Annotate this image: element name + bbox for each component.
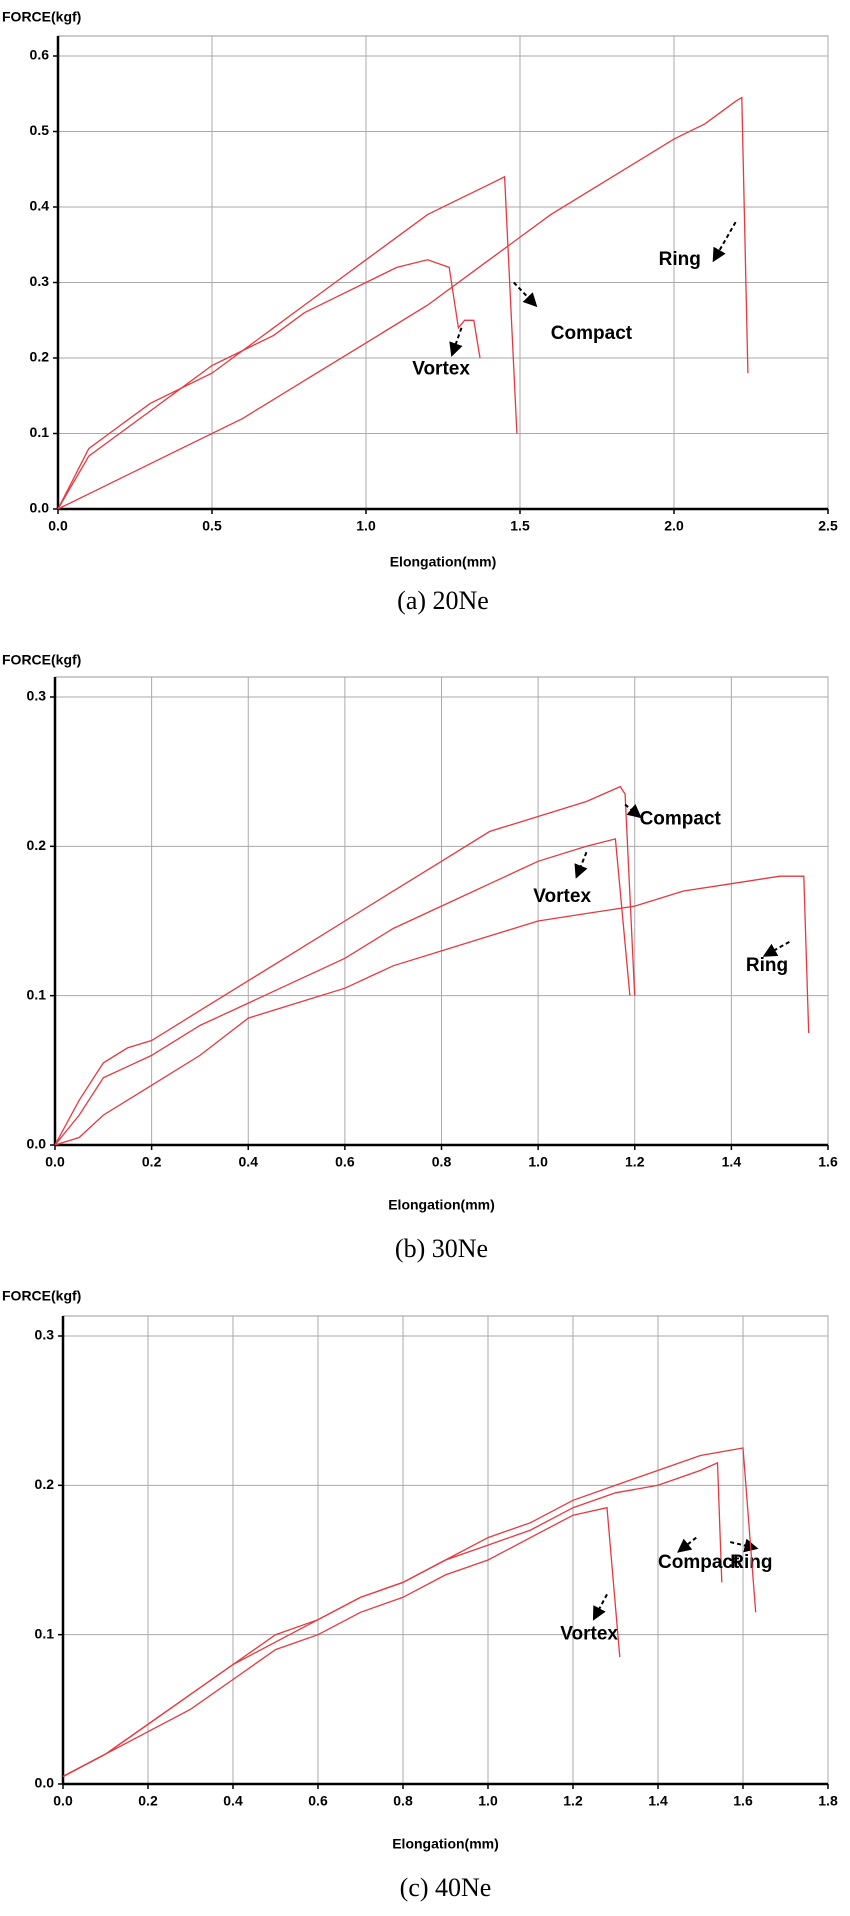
series-label: Vortex xyxy=(412,358,470,379)
data-line xyxy=(54,785,636,1146)
series-label: Compact xyxy=(658,1552,740,1573)
x-tick-label: 1.0 xyxy=(528,1154,548,1170)
x-tick-label: 1.0 xyxy=(356,518,376,534)
x-axis-title: Elongation(mm) xyxy=(390,554,497,570)
x-tick-label: 1.2 xyxy=(563,1793,583,1809)
y-tick-label: 0.2 xyxy=(35,1476,55,1492)
y-tick-label: 0.0 xyxy=(30,500,50,516)
data-line xyxy=(54,838,631,1146)
x-tick-label: 0.0 xyxy=(53,1793,73,1809)
x-tick-label: 1.4 xyxy=(722,1154,742,1170)
plot-frame xyxy=(62,1315,829,1785)
x-tick-label: 1.4 xyxy=(648,1793,668,1809)
x-tick-label: 0.4 xyxy=(223,1793,243,1809)
y-tick-label: 0.0 xyxy=(35,1775,55,1791)
x-axis-title: Elongation(mm) xyxy=(392,1836,499,1852)
x-tick-label: 1.6 xyxy=(818,1154,838,1170)
x-tick-label: 0.8 xyxy=(393,1793,413,1809)
x-tick-label: 1.6 xyxy=(733,1793,753,1809)
x-tick-label: 0.0 xyxy=(45,1154,65,1170)
plot-frame xyxy=(57,35,829,510)
series-label: Ring xyxy=(746,955,788,976)
y-axis-title: FORCE(kgf) xyxy=(2,9,81,25)
y-axis-title: FORCE(kgf) xyxy=(2,652,81,668)
y-tick-label: 0.3 xyxy=(30,273,50,289)
y-tick-label: 0.3 xyxy=(27,688,47,704)
series-label: Compact xyxy=(640,808,722,829)
x-tick-label: 1.0 xyxy=(478,1793,498,1809)
series-label: Vortex xyxy=(533,886,591,907)
y-tick-label: 0.3 xyxy=(35,1327,55,1343)
caption: (a) 20Ne xyxy=(397,586,489,615)
annotation-arrow xyxy=(574,851,588,879)
annotation-arrow xyxy=(513,281,538,308)
annotation-arrow xyxy=(624,803,642,819)
y-axis-title: FORCE(kgf) xyxy=(2,1288,81,1304)
data-line xyxy=(54,875,810,1146)
annotation-arrow xyxy=(730,1538,759,1553)
annotation-arrow xyxy=(677,1536,697,1553)
y-tick-label: 0.6 xyxy=(30,47,50,63)
x-tick-label: 0.4 xyxy=(239,1154,259,1170)
series-label: Compact xyxy=(551,323,633,344)
data-line xyxy=(62,1461,723,1778)
x-axis-title: Elongation(mm) xyxy=(388,1197,495,1213)
y-tick-label: 0.2 xyxy=(27,837,47,853)
data-line xyxy=(57,175,518,510)
data-line xyxy=(57,259,481,510)
y-tick-label: 0.1 xyxy=(30,424,50,440)
annotation-arrow xyxy=(449,327,463,357)
y-tick-label: 0.5 xyxy=(30,122,50,138)
x-tick-label: 0.2 xyxy=(142,1154,162,1170)
data-line xyxy=(62,1447,757,1778)
annotation-arrow xyxy=(592,1593,608,1621)
x-tick-label: 0.8 xyxy=(432,1154,452,1170)
annotation-arrow xyxy=(712,221,737,263)
data-line xyxy=(57,96,749,510)
y-tick-label: 0.1 xyxy=(35,1625,55,1641)
y-tick-label: 0.1 xyxy=(27,986,47,1002)
caption: (b) 30Ne xyxy=(395,1234,488,1263)
x-tick-label: 1.8 xyxy=(818,1793,838,1809)
x-tick-label: 0.0 xyxy=(48,518,68,534)
x-tick-label: 0.5 xyxy=(202,518,222,534)
x-tick-label: 1.2 xyxy=(625,1154,645,1170)
x-tick-label: 0.6 xyxy=(335,1154,355,1170)
y-tick-label: 0.4 xyxy=(30,198,50,214)
x-tick-label: 0.6 xyxy=(308,1793,328,1809)
x-tick-label: 0.2 xyxy=(138,1793,158,1809)
x-tick-label: 2.0 xyxy=(664,518,684,534)
series-label: Vortex xyxy=(560,1624,618,1645)
y-tick-label: 0.2 xyxy=(30,349,50,365)
data-line xyxy=(62,1506,621,1778)
caption: (c) 40Ne xyxy=(400,1873,492,1902)
x-tick-label: 2.5 xyxy=(818,518,838,534)
annotation-arrow xyxy=(762,941,790,957)
y-tick-label: 0.0 xyxy=(27,1136,47,1152)
series-label: Ring xyxy=(659,249,701,270)
x-tick-label: 1.5 xyxy=(510,518,530,534)
